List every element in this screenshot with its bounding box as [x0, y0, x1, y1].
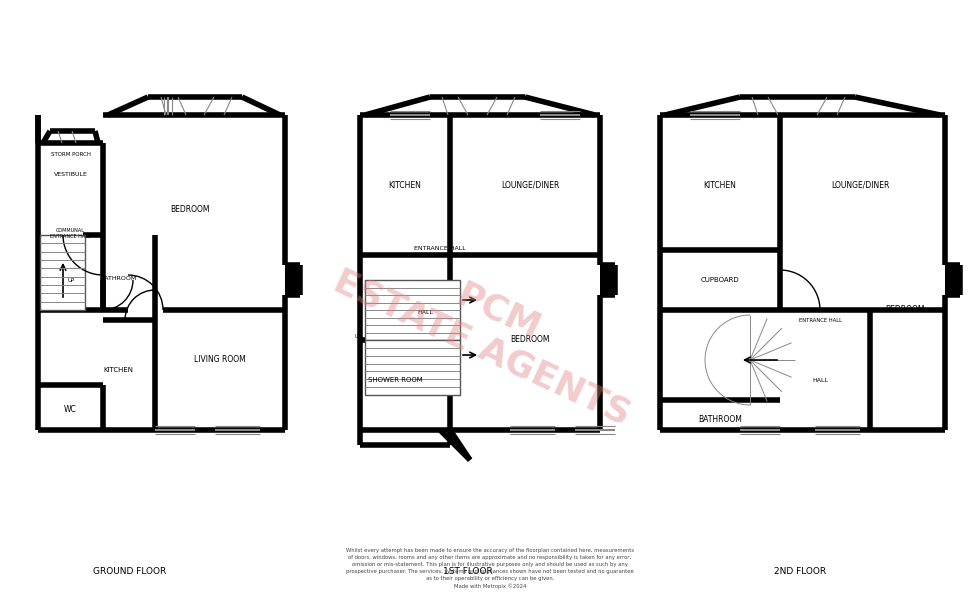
- Text: LOUNGE/DINER: LOUNGE/DINER: [831, 181, 889, 189]
- Text: 2ND FLOOR: 2ND FLOOR: [774, 568, 826, 577]
- Text: COMMUNAL: COMMUNAL: [56, 227, 84, 233]
- Text: BATHROOM: BATHROOM: [698, 416, 742, 424]
- Text: GROUND FLOOR: GROUND FLOOR: [93, 568, 167, 577]
- Text: VESTIBULE: VESTIBULE: [54, 172, 88, 178]
- Text: KITCHEN: KITCHEN: [704, 181, 736, 189]
- Text: HALL: HALL: [417, 310, 433, 314]
- Text: UP: UP: [355, 334, 362, 339]
- Text: SHOWER ROOM: SHOWER ROOM: [368, 377, 422, 383]
- Text: HALL: HALL: [812, 378, 828, 382]
- Text: ENTRANCE HALL: ENTRANCE HALL: [50, 234, 90, 240]
- Text: KITCHEN: KITCHEN: [103, 367, 133, 373]
- Text: CUPBOARD: CUPBOARD: [701, 277, 739, 283]
- Text: PCM
ESTATE AGENTS: PCM ESTATE AGENTS: [328, 229, 652, 432]
- Text: ENTRANCE HALL: ENTRANCE HALL: [799, 317, 842, 323]
- Bar: [365, 340, 460, 395]
- Bar: [40, 235, 85, 310]
- Bar: [285, 265, 300, 295]
- Bar: [945, 265, 960, 295]
- Text: ENTRANCE HALL: ENTRANCE HALL: [415, 246, 465, 250]
- Text: UP: UP: [68, 278, 74, 282]
- Text: KITCHEN: KITCHEN: [388, 181, 421, 189]
- Text: WC: WC: [64, 406, 76, 414]
- Text: LOUNGE/DINER: LOUNGE/DINER: [501, 181, 560, 189]
- Text: Whilst every attempt has been made to ensure the accuracy of the floorplan conta: Whilst every attempt has been made to en…: [346, 548, 634, 589]
- Text: BEDROOM: BEDROOM: [885, 305, 925, 314]
- Bar: [600, 265, 615, 295]
- Text: BEDROOM: BEDROOM: [511, 336, 550, 345]
- Text: BEDROOM: BEDROOM: [171, 205, 210, 214]
- Text: LIVING ROOM: LIVING ROOM: [194, 356, 246, 365]
- Text: BATHROOM: BATHROOM: [100, 275, 136, 281]
- Text: STORM PORCH: STORM PORCH: [51, 153, 91, 157]
- Text: 1ST FLOOR: 1ST FLOOR: [443, 568, 493, 577]
- Bar: [365, 280, 460, 340]
